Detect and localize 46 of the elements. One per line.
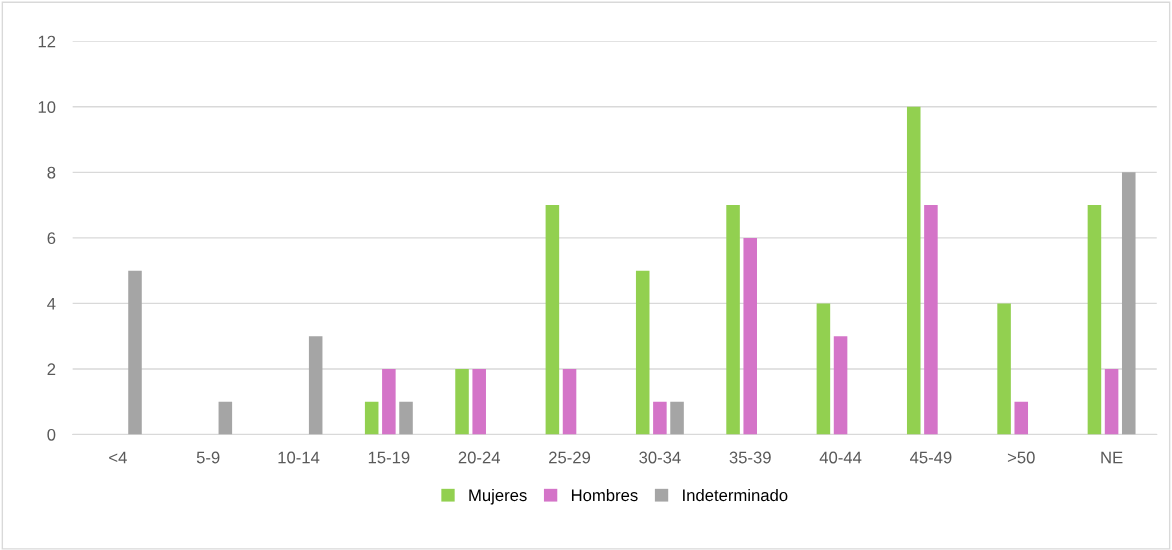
y-tick-label: 12 [38,35,56,48]
y-tick-label: 4 [47,297,56,310]
bar [635,270,650,435]
bar [308,336,323,435]
bar [364,401,379,435]
x-tick-label: 10-14 [278,451,320,464]
bar [1121,172,1136,435]
y-tick-label: 2 [47,363,56,375]
bar [670,401,684,435]
bar [997,303,1011,435]
x-tick-label: 20-24 [458,451,501,464]
bar [218,401,233,435]
x-tick-label: 45-49 [909,451,952,464]
bar [545,205,560,435]
legend-label: Mujeres [469,488,527,505]
x-tick-label: 15-19 [368,451,410,464]
bar [455,368,469,435]
legend-label: Hombres [571,488,638,502]
x-tick-label: 40-44 [819,451,862,464]
bar [726,205,740,435]
y-tick-label: 8 [47,166,56,179]
x-tick-label: 35-39 [729,451,771,464]
bar [743,237,757,435]
x-tick-label: NE [1101,451,1123,464]
bar [1104,368,1119,435]
bar [399,401,413,435]
legend-label: Indeterminado [683,488,788,502]
x-tick-label: <4 [109,451,127,464]
bar [1014,401,1029,435]
x-tick-label: >50 [1007,451,1035,464]
bar [382,368,396,435]
y-tick-label: 0 [47,428,56,441]
bar [924,205,938,435]
x-tick-label: 30-34 [639,451,681,464]
bar [833,336,848,435]
bar [128,270,142,435]
bar [1087,205,1102,435]
bar [906,106,921,435]
y-tick-label: 6 [47,232,56,245]
x-tick-label: 5-9 [196,451,220,464]
bar [472,368,486,435]
y-tick-label: 10 [38,101,56,113]
bar [653,401,667,435]
bar [562,368,577,435]
x-tick-label: 25-29 [549,451,591,464]
bar [816,303,831,435]
